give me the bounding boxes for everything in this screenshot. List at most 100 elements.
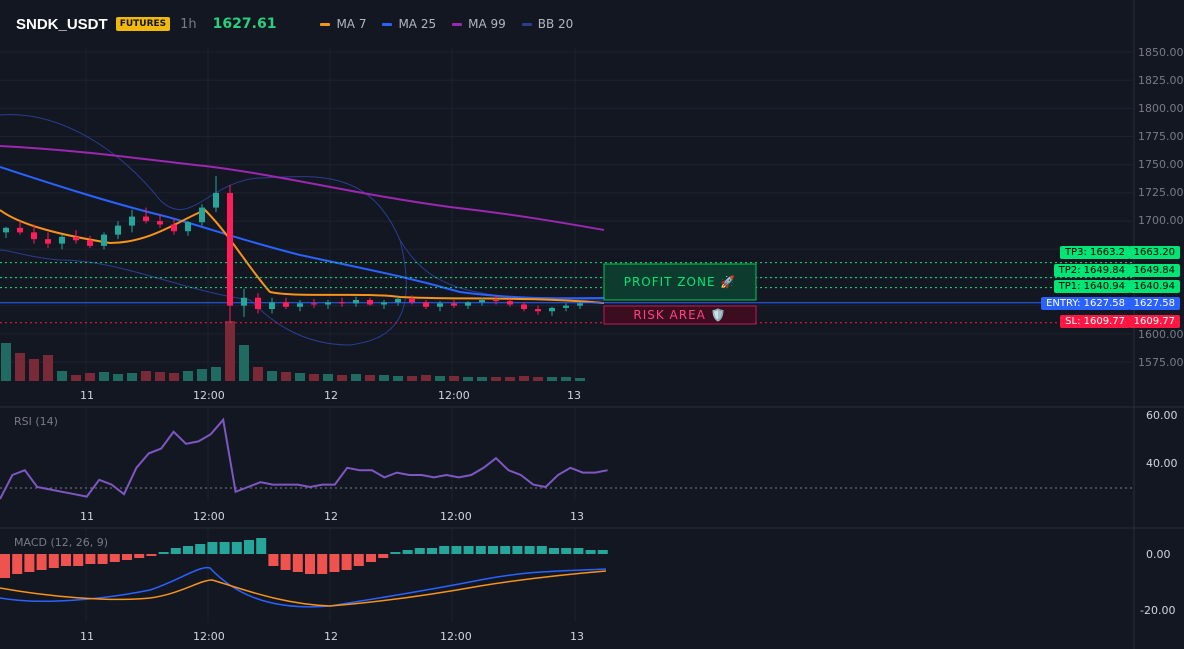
last-price: 1627.61 <box>212 16 277 32</box>
time-label: 12:00 <box>438 389 470 402</box>
volume-bar <box>1 343 11 381</box>
candle-body <box>451 303 457 306</box>
candle <box>437 301 443 312</box>
volume-bar <box>281 372 291 381</box>
legend-ma25[interactable]: MA 25 <box>382 17 436 31</box>
candle <box>465 301 471 310</box>
candle <box>45 232 51 249</box>
macd-histogram-bar <box>427 548 437 554</box>
candle <box>535 305 541 315</box>
candle <box>549 306 555 316</box>
volume-bars <box>1 321 585 381</box>
candle <box>353 296 359 307</box>
time-label: 12 <box>324 389 338 402</box>
sl-label: SL: 1609.77 <box>1060 315 1130 328</box>
macd-histogram-bar <box>195 544 206 554</box>
time-label: 13 <box>567 389 581 402</box>
legend-ma7[interactable]: MA 7 <box>320 17 366 31</box>
candle-body <box>577 303 583 306</box>
ma25-line <box>0 166 605 300</box>
tp3-value: 1663.20 <box>1128 246 1180 259</box>
candle <box>507 298 513 307</box>
volume-bar <box>267 371 277 381</box>
macd-histogram-bar <box>146 554 157 556</box>
macd-histogram-bar <box>402 550 413 554</box>
candle-body <box>479 300 485 303</box>
legend-bb20[interactable]: BB 20 <box>521 17 573 31</box>
volume-bar <box>379 375 389 381</box>
volume-bar <box>491 377 501 381</box>
timeframe-label[interactable]: 1h <box>180 16 197 32</box>
macd-signal-line <box>0 570 607 607</box>
macd-histogram-bar <box>97 554 108 564</box>
candle <box>3 226 9 238</box>
macd-histogram-bar <box>451 546 462 554</box>
volume-bar <box>505 377 515 381</box>
candle <box>143 207 149 224</box>
tp3-label: TP3: 1663.2 <box>1059 246 1130 259</box>
candle <box>409 295 415 305</box>
macd-histogram-bar <box>512 546 523 554</box>
symbol-name[interactable]: SNDK_USDT <box>16 15 108 33</box>
time-label: 13 <box>570 630 584 643</box>
profit-zone-box[interactable] <box>603 263 757 301</box>
candle <box>423 300 429 310</box>
volume-bar <box>211 367 221 381</box>
volume-bar <box>575 378 585 381</box>
profit-zone-label[interactable]: PROFIT ZONE 🚀 <box>623 275 737 289</box>
candle-body <box>535 309 541 312</box>
macd-histogram-bar <box>561 548 572 554</box>
macd-histogram-bar <box>353 554 364 566</box>
volume-bar <box>547 377 557 381</box>
macd-histogram-bar <box>524 546 535 554</box>
candle <box>451 300 457 308</box>
macd-line <box>0 566 607 608</box>
legend-ma99[interactable]: MA 99 <box>452 17 506 31</box>
candle <box>17 221 23 235</box>
candle-body <box>17 227 23 233</box>
candle-body <box>59 236 65 244</box>
volume-bar <box>393 376 403 381</box>
volume-bar <box>295 373 305 381</box>
rsi-line <box>0 417 608 500</box>
price-axis-label: 1825.00 <box>1138 74 1184 87</box>
candle-body <box>31 232 37 240</box>
price-axis-label: 1800.00 <box>1138 102 1184 115</box>
volume-bar <box>449 376 459 381</box>
candle <box>269 297 275 314</box>
macd-histogram-bar <box>244 540 254 554</box>
macd-histogram-bar <box>317 554 328 574</box>
macd-histogram-bar <box>463 546 474 554</box>
macd-histogram-bar <box>390 552 401 554</box>
macd-axis-label: -20.00 <box>1140 604 1176 617</box>
price-axis-label: 1750.00 <box>1138 158 1184 171</box>
risk-area-label[interactable]: RISK AREA 🛡️ <box>633 308 727 322</box>
candle <box>493 295 499 305</box>
macd-histogram-bar <box>183 546 193 554</box>
tp1-value: 1640.94 <box>1128 280 1180 293</box>
macd-histogram-bar <box>12 554 23 574</box>
macd-histogram-bar <box>329 554 340 572</box>
macd-histogram-bar <box>488 546 498 554</box>
candle-body <box>311 303 317 305</box>
candle-body <box>171 224 177 232</box>
price-axis-label: 1725.00 <box>1138 186 1184 199</box>
time-label: 12:00 <box>193 630 225 643</box>
price-axis-label: 1850.00 <box>1138 46 1184 59</box>
risk-area-box[interactable] <box>603 305 757 325</box>
macd-histogram-bar <box>475 546 486 554</box>
time-label: 12:00 <box>440 510 472 523</box>
macd-histogram-bar <box>280 554 291 570</box>
candle-body <box>241 297 247 306</box>
volume-bar <box>99 372 109 381</box>
macd-histogram-bar <box>158 552 169 554</box>
macd-histogram-bar <box>268 554 279 566</box>
candle-body <box>353 300 359 304</box>
candle-body <box>339 302 345 304</box>
candle-body <box>101 234 107 246</box>
macd-histogram-bar <box>305 554 315 574</box>
candle <box>31 224 37 244</box>
candle-body <box>465 302 471 306</box>
candle <box>563 303 569 312</box>
